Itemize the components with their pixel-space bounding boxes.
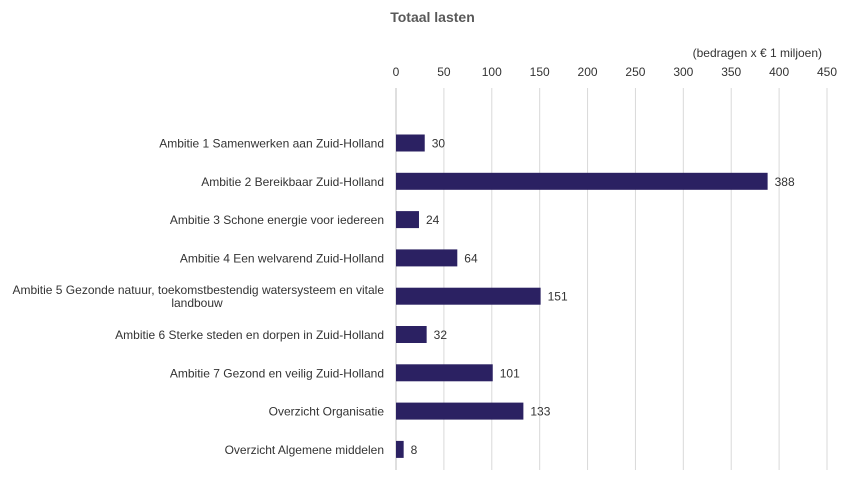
data-label: 64: [464, 251, 478, 265]
x-tick-label: 400: [769, 65, 789, 79]
category-labels: Ambitie 1 Samenwerken aan Zuid-Holland Am…: [12, 137, 384, 457]
bar: [396, 364, 493, 382]
chart-title: Totaal lasten: [390, 9, 475, 25]
bar: [396, 134, 425, 152]
bar: [396, 326, 427, 343]
x-tick-label: 0: [393, 65, 400, 79]
category-label: Ambitie 3 Schone energie voor iedereen: [170, 213, 384, 227]
data-label: 24: [426, 213, 440, 227]
x-tick-label: 350: [721, 65, 741, 79]
x-tick-label: 300: [673, 65, 693, 79]
bar: [396, 211, 419, 229]
category-label: landbouw: [171, 296, 223, 310]
data-label: 151: [548, 290, 568, 304]
category-label: Overzicht Organisatie: [269, 405, 385, 419]
x-tick-label: 50: [437, 65, 451, 79]
category-label: Overzicht Algemene middelen: [225, 443, 384, 457]
category-label: Ambitie 7 Gezond en veilig Zuid-Holland: [170, 366, 384, 380]
bar: [396, 172, 768, 190]
data-label: 30: [432, 137, 446, 151]
category-label: Ambitie 5 Gezonde natuur, toekomstbesten…: [12, 283, 384, 297]
bar: [396, 287, 541, 305]
x-axis-ticks: 0 50 100 150 200 250 300 350 400 450: [393, 65, 838, 79]
category-label: Ambitie 1 Samenwerken aan Zuid-Holland: [159, 137, 384, 151]
x-tick-label: 200: [578, 65, 598, 79]
bar: [396, 249, 458, 267]
x-tick-label: 100: [482, 65, 502, 79]
bar: [396, 402, 524, 420]
unit-label: (bedragen x € 1 miljoen): [692, 46, 822, 60]
x-tick-label: 250: [625, 65, 645, 79]
data-label: 388: [775, 175, 795, 189]
x-tick-label: 150: [530, 65, 550, 79]
bars: [396, 134, 768, 458]
data-labels: 30 388 24 64 151 32 101 133 8: [411, 137, 795, 457]
data-label: 32: [434, 328, 448, 342]
bar: [396, 440, 404, 458]
category-label: Ambitie 4 Een welvarend Zuid-Holland: [180, 251, 384, 265]
x-tick-label: 450: [817, 65, 837, 79]
category-label: Ambitie 6 Sterke steden en dorpen in Zui…: [115, 328, 384, 342]
data-label: 133: [530, 405, 550, 419]
data-label: 8: [411, 443, 418, 457]
category-label: Ambitie 2 Bereikbaar Zuid-Holland: [201, 175, 384, 189]
data-label: 101: [500, 366, 520, 380]
